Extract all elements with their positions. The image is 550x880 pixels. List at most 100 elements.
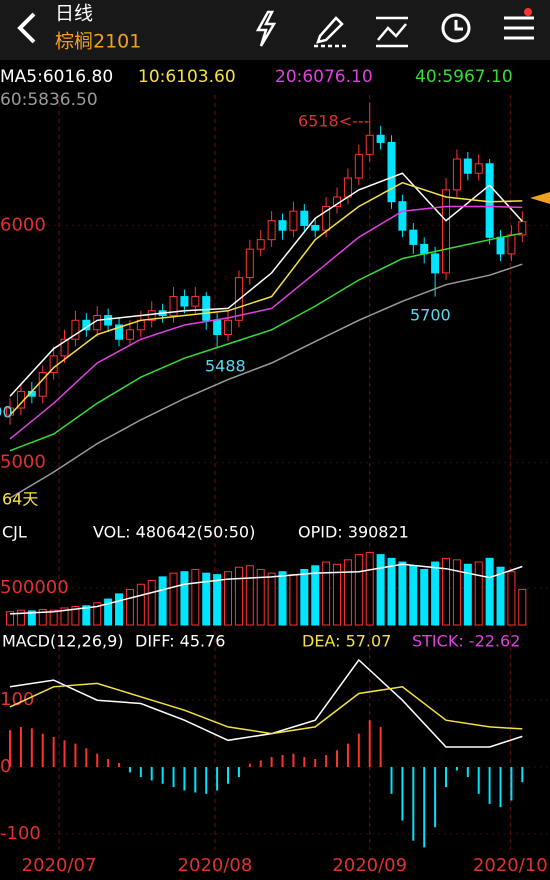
line bbox=[9, 682, 523, 735]
volume-bar bbox=[474, 561, 483, 626]
line bbox=[9, 205, 523, 440]
legend-entry: 40:5967.10 bbox=[415, 67, 513, 87]
back-button[interactable] bbox=[17, 12, 36, 44]
volume-bar bbox=[125, 588, 134, 626]
panel-title: MACD(12,26,9) bbox=[2, 632, 124, 651]
x-tick-label: 2020/07 bbox=[22, 855, 97, 876]
indicator-icon[interactable] bbox=[376, 16, 408, 48]
candle-body bbox=[245, 248, 254, 279]
candle-body bbox=[213, 319, 222, 336]
annotation: 5488 bbox=[205, 357, 246, 376]
candle-body bbox=[322, 205, 331, 231]
candle-body bbox=[343, 177, 352, 198]
candle-body bbox=[354, 153, 363, 179]
line bbox=[9, 263, 523, 499]
legend-entry: STICK: -22.62 bbox=[412, 632, 520, 651]
candle-body bbox=[169, 296, 178, 317]
volume-bar bbox=[485, 557, 494, 626]
candle-body bbox=[452, 158, 461, 191]
legend-entry: MA5:6016.80 bbox=[0, 67, 113, 87]
annotation: 5290 bbox=[0, 403, 13, 422]
candle-body bbox=[311, 224, 320, 231]
y-tick-label: 100 bbox=[0, 689, 34, 710]
volume-bar bbox=[376, 554, 385, 626]
candle-body bbox=[125, 329, 134, 340]
volume-bar bbox=[27, 610, 36, 626]
legend-entry: DEA: 57.07 bbox=[302, 632, 391, 651]
y-tick-label: -100 bbox=[0, 823, 41, 844]
volume-bar bbox=[93, 602, 102, 626]
volume-bar bbox=[202, 572, 211, 626]
volume-bar bbox=[409, 565, 418, 626]
volume-bar bbox=[322, 561, 331, 626]
x-tick-label: 2020/08 bbox=[178, 855, 253, 876]
y-tick-label: 0 bbox=[0, 756, 11, 777]
volume-bar bbox=[158, 576, 167, 626]
volume-bar bbox=[60, 607, 69, 626]
legend-entry: DIFF: 45.76 bbox=[135, 632, 225, 651]
volume-bar bbox=[38, 608, 47, 626]
volume-bar bbox=[104, 598, 113, 626]
menu-icon[interactable] bbox=[504, 16, 534, 40]
candle-body bbox=[463, 158, 472, 174]
volume-bar bbox=[169, 572, 178, 626]
line bbox=[9, 181, 523, 416]
legend-entry: 60:5836.50 bbox=[0, 90, 98, 110]
volume-bar bbox=[245, 565, 254, 626]
line bbox=[9, 658, 523, 748]
candle-body bbox=[267, 220, 276, 241]
candle-body bbox=[431, 253, 440, 274]
candle-body bbox=[420, 243, 429, 255]
volume-bar bbox=[267, 572, 276, 626]
candle-body bbox=[387, 141, 396, 203]
period: 日线 bbox=[55, 3, 93, 25]
candle-body bbox=[256, 239, 265, 250]
annotation: 5700 bbox=[410, 306, 451, 325]
volume-bar bbox=[463, 563, 472, 626]
candle-body bbox=[376, 134, 385, 143]
clock-icon[interactable] bbox=[441, 13, 471, 43]
legend-entry: 10:6103.60 bbox=[138, 67, 236, 87]
volume-bar bbox=[16, 609, 25, 626]
volume-bar bbox=[333, 563, 342, 626]
candle-body bbox=[442, 189, 451, 274]
candle-body bbox=[518, 221, 527, 236]
legend-entry: OPID: 390821 bbox=[298, 523, 409, 542]
x-tick-label: 2020/10 bbox=[473, 855, 548, 876]
volume-bar bbox=[398, 561, 407, 626]
volume-bar bbox=[49, 609, 58, 626]
volume-bar bbox=[518, 588, 527, 626]
line bbox=[9, 172, 523, 397]
candle-body bbox=[278, 220, 287, 231]
candle-body bbox=[104, 315, 113, 326]
volume-bar bbox=[191, 568, 200, 626]
volume-bar bbox=[224, 571, 233, 626]
y-tick-label: 500000 bbox=[0, 577, 69, 598]
line bbox=[9, 563, 523, 615]
candle-body bbox=[474, 163, 483, 174]
volume-bar bbox=[387, 557, 396, 626]
candle-body bbox=[191, 296, 200, 307]
notice-dot bbox=[524, 8, 532, 16]
flash-icon[interactable] bbox=[255, 10, 277, 47]
volume-bar bbox=[289, 574, 298, 626]
volume-bar bbox=[82, 605, 91, 626]
volume-bar bbox=[256, 568, 265, 626]
candle-body bbox=[71, 319, 80, 340]
panel-legend: VOL: 480642(50:50) bbox=[93, 523, 255, 542]
candle-body bbox=[398, 201, 407, 231]
volume-bar bbox=[147, 580, 156, 626]
candle-body bbox=[485, 163, 494, 238]
volume-bar bbox=[431, 561, 440, 626]
volume-bar bbox=[420, 568, 429, 626]
volume-bar bbox=[300, 568, 309, 626]
y-tick-label: 5000 bbox=[0, 452, 46, 473]
candle-body bbox=[224, 319, 233, 336]
volume-bar bbox=[442, 557, 451, 626]
candle-body bbox=[496, 236, 505, 255]
candle-body bbox=[300, 210, 309, 226]
symbol: 棕榈2101 bbox=[55, 31, 141, 53]
draw-icon[interactable] bbox=[314, 16, 346, 48]
